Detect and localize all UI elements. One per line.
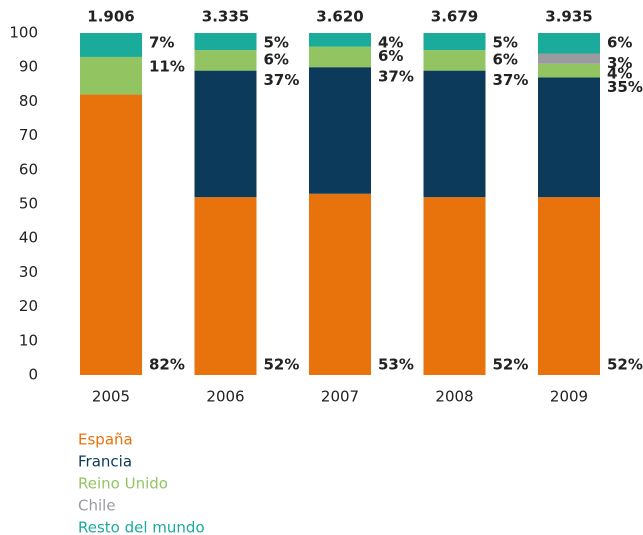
value-label: 52%: [607, 356, 643, 374]
bar-segment: [538, 77, 600, 198]
bar-segment: [423, 33, 486, 51]
value-label: 5%: [264, 34, 289, 52]
y-tick-label: 40: [19, 229, 38, 247]
bar-segment: [538, 53, 600, 64]
legend-entry: España: [78, 431, 133, 449]
legend-entry: Resto del mundo: [78, 519, 205, 535]
bar-segment: [423, 50, 486, 71]
value-label: 35%: [607, 78, 643, 96]
x-tick-label: 2006: [206, 388, 244, 406]
bar-segment: [309, 46, 371, 68]
value-label: 6%: [264, 51, 289, 69]
bar-segment: [194, 197, 257, 375]
value-label: 52%: [493, 356, 529, 374]
value-label: 11%: [149, 57, 185, 75]
value-label: 37%: [264, 71, 300, 89]
value-label: 4%: [378, 34, 403, 52]
bar-segment: [194, 50, 257, 71]
legend-entry: Reino Unido: [78, 475, 168, 493]
value-label: 4%: [607, 64, 632, 82]
y-tick-label: 10: [19, 331, 38, 349]
bar-segment: [80, 56, 142, 95]
y-tick-label: 60: [19, 160, 38, 178]
bar-total: 3.620: [316, 8, 363, 26]
bar-segment: [538, 33, 600, 54]
x-tick-label: 2005: [92, 388, 130, 406]
bar-segment: [423, 197, 486, 375]
value-label: 6%: [607, 34, 632, 52]
value-label: 52%: [264, 356, 300, 374]
bar-segment: [80, 33, 142, 57]
y-tick-label: 90: [19, 58, 38, 76]
bar-segment: [194, 33, 257, 51]
bar-segment: [80, 94, 142, 375]
bar-total: 3.335: [202, 8, 249, 26]
value-label: 6%: [378, 47, 403, 65]
bar-segment: [309, 33, 371, 47]
y-tick-label: 0: [28, 366, 38, 384]
bar-segment: [309, 67, 371, 194]
x-tick-label: 2008: [435, 388, 473, 406]
legend-entry: Chile: [78, 497, 116, 515]
y-tick-label: 100: [9, 24, 38, 42]
bar-segment: [194, 70, 257, 198]
y-tick-label: 20: [19, 297, 38, 315]
value-label: 82%: [149, 356, 185, 374]
x-tick-label: 2009: [550, 388, 588, 406]
value-label: 3%: [607, 54, 632, 72]
bar-segment: [538, 197, 600, 375]
y-tick-label: 30: [19, 263, 38, 281]
bar-total: 3.935: [545, 8, 592, 26]
legend-entry: Francia: [78, 453, 132, 471]
bar-segment: [309, 193, 371, 375]
value-label: 37%: [378, 68, 414, 86]
value-label: 7%: [149, 34, 174, 52]
bar-total: 1.906: [87, 8, 134, 26]
value-label: 6%: [493, 51, 518, 69]
value-label: 53%: [378, 356, 414, 374]
y-tick-label: 80: [19, 92, 38, 110]
y-tick-label: 50: [19, 195, 38, 213]
bar-total: 3.679: [431, 8, 478, 26]
value-label: 37%: [493, 71, 529, 89]
bar-segment: [538, 63, 600, 78]
value-label: 5%: [493, 34, 518, 52]
y-tick-label: 70: [19, 126, 38, 144]
x-tick-label: 2007: [321, 388, 359, 406]
bar-segment: [423, 70, 486, 198]
